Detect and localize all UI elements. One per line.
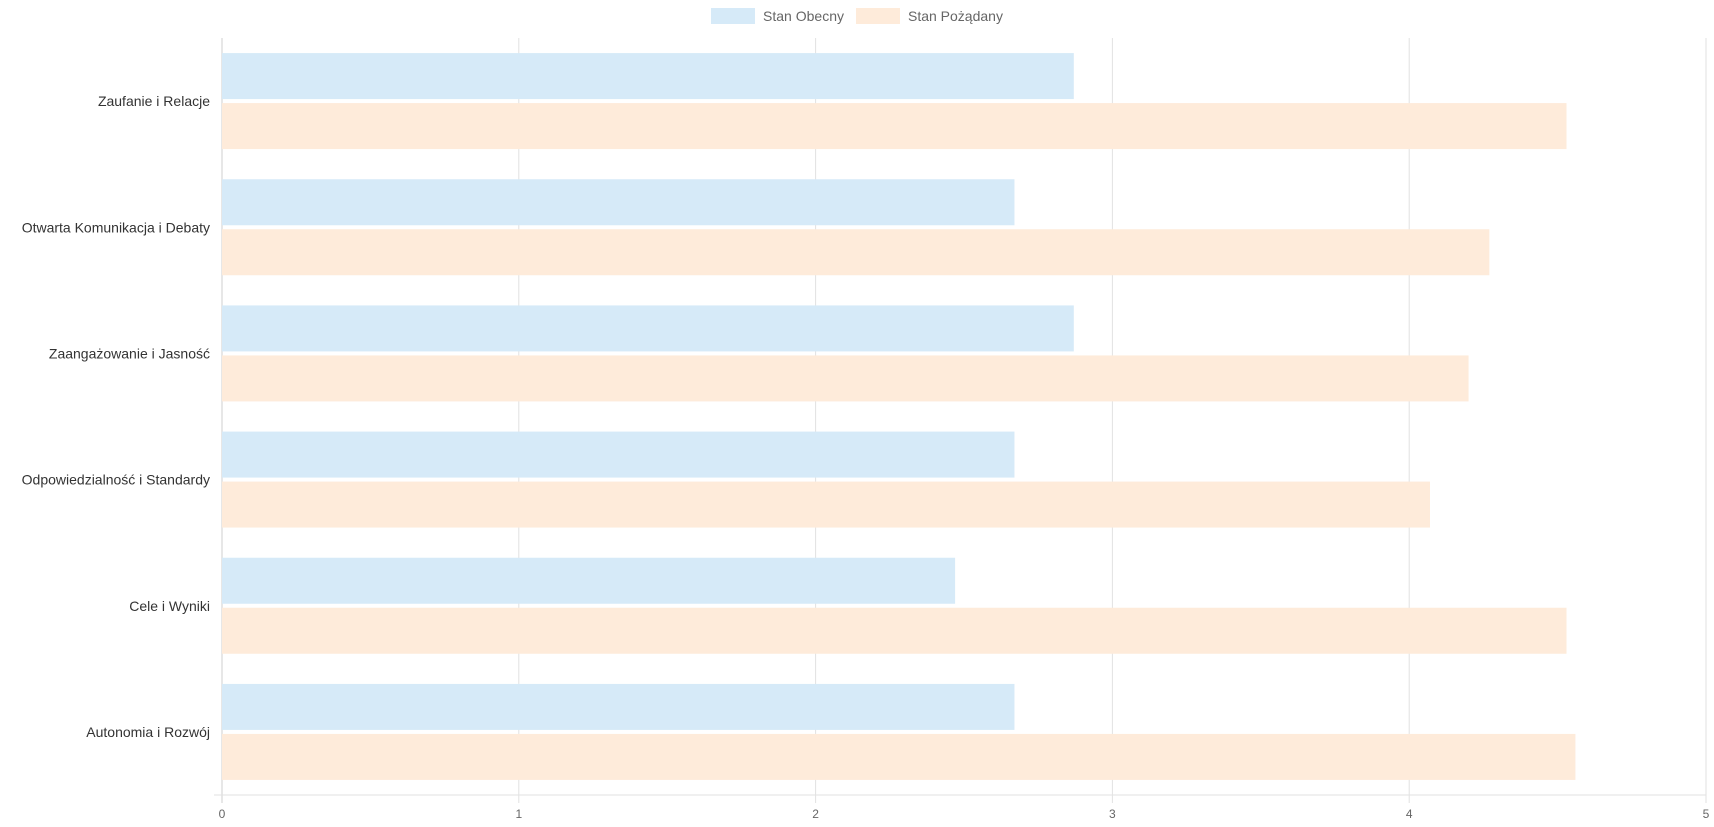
- bar-desired[interactable]: [222, 229, 1490, 276]
- labels-layer: 0 1 2 3 4 5 Zaufanie i Relacje Otwarta Komunika…: [22, 93, 1710, 821]
- category-label: Cele i Wyniki: [129, 598, 210, 614]
- legend-item-current[interactable]: Stan Obecny: [711, 8, 844, 24]
- grid-layer: [221, 38, 1707, 803]
- bar-desired[interactable]: [222, 733, 1576, 780]
- legend-swatch-desired: [855, 8, 900, 24]
- x-tick-label: 2: [812, 807, 819, 821]
- x-tick-label: 5: [1703, 807, 1710, 821]
- legend-item-desired[interactable]: Stan Pożądany: [855, 8, 1003, 24]
- bar-current[interactable]: [222, 557, 956, 604]
- x-tick-label: 3: [1109, 807, 1116, 821]
- bar-current[interactable]: [222, 305, 1074, 352]
- x-tick-label: 0: [219, 807, 226, 821]
- bar-current[interactable]: [222, 431, 1015, 478]
- category-label: Autonomia i Rozwój: [86, 724, 210, 740]
- x-tick-label: 1: [515, 807, 522, 821]
- bar-desired[interactable]: [222, 355, 1469, 402]
- bar-current[interactable]: [222, 53, 1074, 100]
- legend-label-desired: Stan Pożądany: [907, 8, 1003, 24]
- bar-desired[interactable]: [222, 103, 1567, 150]
- bar-current[interactable]: [222, 683, 1015, 730]
- category-label: Odpowiedzialność i Standardy: [22, 472, 210, 488]
- category-label: Otwarta Komunikacja i Debaty: [22, 219, 210, 235]
- category-label: Zaangażowanie i Jasność: [49, 345, 210, 361]
- legend: Stan Obecny Stan Pożądany: [0, 8, 1714, 24]
- legend-swatch-current: [711, 8, 756, 24]
- bar-desired[interactable]: [222, 607, 1567, 654]
- legend-label-current: Stan Obecny: [763, 8, 844, 24]
- bar-desired[interactable]: [222, 481, 1430, 528]
- bars-layer: [222, 53, 1576, 780]
- bar-current[interactable]: [222, 179, 1015, 226]
- category-label: Zaufanie i Relacje: [98, 93, 210, 109]
- x-tick-label: 4: [1406, 807, 1413, 821]
